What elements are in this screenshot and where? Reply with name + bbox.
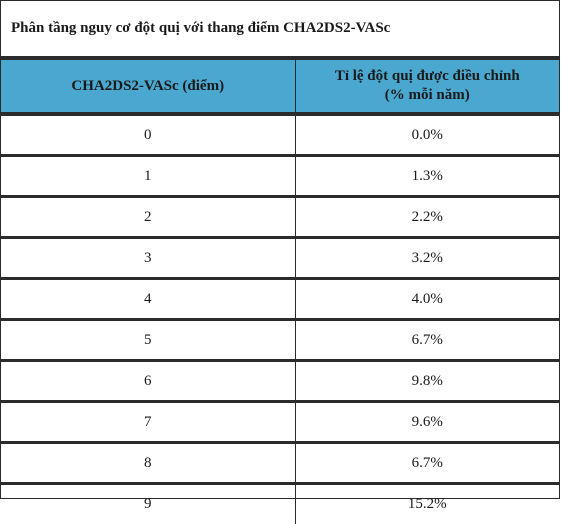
cell-score: 9	[1, 484, 295, 524]
cell-rate: 6.7%	[295, 443, 559, 484]
table-row: 6 9.8%	[1, 361, 559, 402]
table-row: 5 6.7%	[1, 320, 559, 361]
table-row: 4 4.0%	[1, 279, 559, 320]
cell-rate: 4.0%	[295, 279, 559, 320]
table-row: 9 15.2%	[1, 484, 559, 524]
cell-rate: 6.7%	[295, 320, 559, 361]
cell-rate: 15.2%	[295, 484, 559, 524]
cell-score: 0	[1, 114, 295, 156]
table-header-row: CHA2DS2-VASc (điểm) Tỉ lệ đột quị được đ…	[1, 59, 559, 115]
cell-rate: 9.8%	[295, 361, 559, 402]
cell-score: 2	[1, 197, 295, 238]
cell-score: 7	[1, 402, 295, 443]
cell-rate: 2.2%	[295, 197, 559, 238]
header-score: CHA2DS2-VASc (điểm)	[1, 59, 295, 115]
cell-score: 1	[1, 156, 295, 197]
cell-score: 6	[1, 361, 295, 402]
cell-rate: 9.6%	[295, 402, 559, 443]
cell-score: 4	[1, 279, 295, 320]
table-row: 2 2.2%	[1, 197, 559, 238]
cell-score: 8	[1, 443, 295, 484]
cell-score: 3	[1, 238, 295, 279]
table-row: 8 6.7%	[1, 443, 559, 484]
table-row: 0 0.0%	[1, 114, 559, 156]
cell-rate: 3.2%	[295, 238, 559, 279]
cell-rate: 0.0%	[295, 114, 559, 156]
stroke-risk-table-panel: Phân tầng nguy cơ đột quị với thang điểm…	[0, 0, 560, 499]
header-rate-line2: (% mỗi năm)	[385, 87, 470, 103]
table-caption: Phân tầng nguy cơ đột quị với thang điểm…	[1, 1, 559, 57]
table-row: 7 9.6%	[1, 402, 559, 443]
cell-rate: 1.3%	[295, 156, 559, 197]
header-rate: Tỉ lệ đột quị được điều chỉnh (% mỗi năm…	[295, 59, 559, 115]
table-row: 3 3.2%	[1, 238, 559, 279]
cell-score: 5	[1, 320, 295, 361]
table-row: 1 1.3%	[1, 156, 559, 197]
header-rate-line1: Tỉ lệ đột quị được điều chỉnh	[335, 68, 520, 84]
risk-table: CHA2DS2-VASc (điểm) Tỉ lệ đột quị được đ…	[1, 57, 559, 524]
